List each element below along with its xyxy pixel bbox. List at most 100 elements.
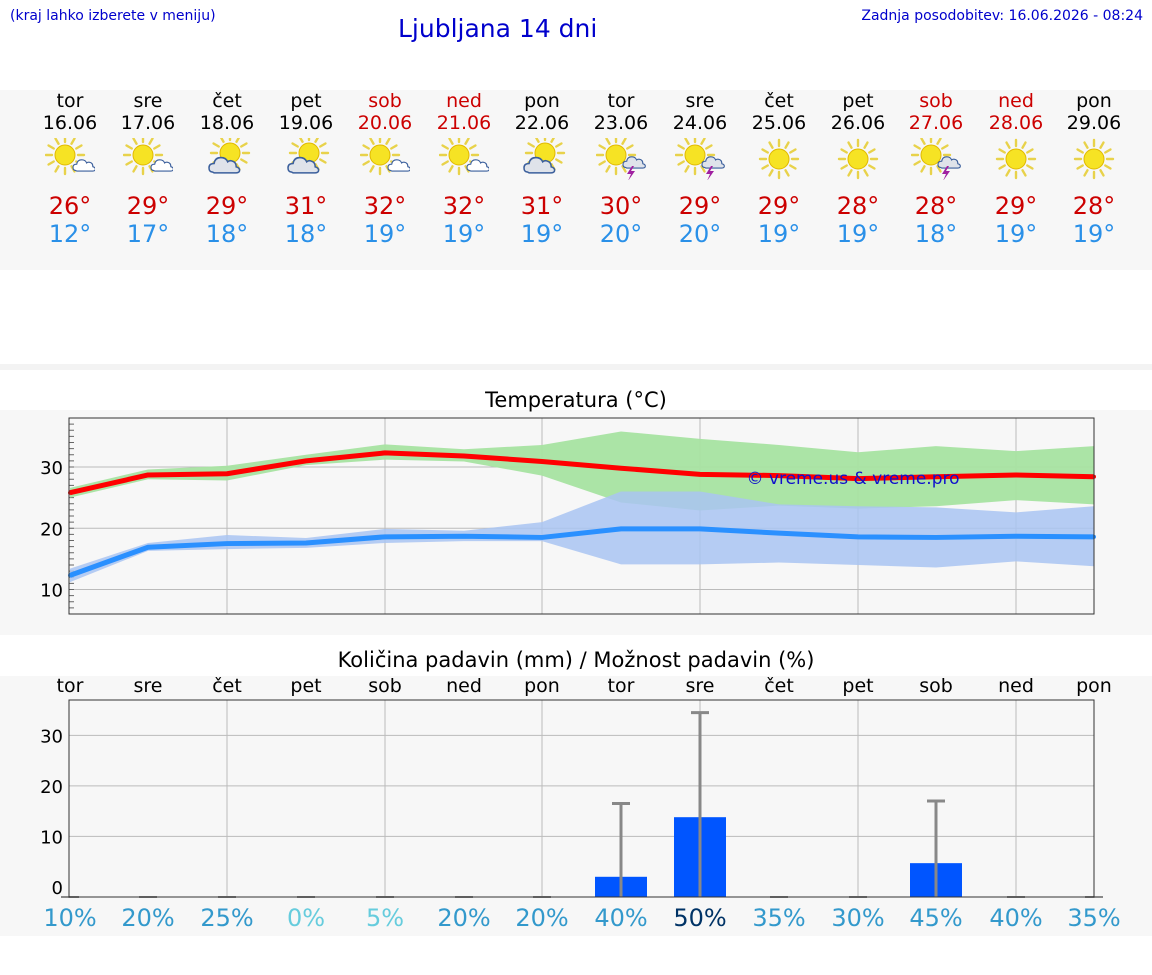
min-temperature: 18°: [205, 220, 249, 248]
min-temperature: 19°: [442, 220, 486, 248]
day-date: 16.06: [42, 112, 98, 134]
day-column: pon 29.06 28° 19°: [1054, 90, 1134, 248]
precipitation-chance: 40%: [594, 904, 648, 932]
min-temperature-point: [934, 535, 938, 540]
day-date: 24.06: [672, 112, 728, 134]
max-temperature-point: [304, 458, 308, 463]
day-name: sre: [685, 90, 715, 112]
day-name: ned: [446, 90, 482, 112]
sun-cloud-icon: [360, 138, 410, 176]
min-temperature: 19°: [836, 220, 880, 248]
min-temperature: 18°: [914, 220, 958, 248]
max-temperature-band: [70, 431, 1094, 511]
day-column: tor 23.06 30° 20°: [581, 90, 661, 248]
max-temperature-line: [69, 450, 1095, 496]
min-temperature: 19°: [1072, 220, 1116, 248]
day-name: čet: [764, 90, 794, 112]
temperature-chart-title: Temperatura (°C): [485, 388, 667, 412]
precipitation-chance: 35%: [1067, 904, 1121, 932]
precipitation-chance: 5%: [365, 904, 405, 932]
y-tick-label: 20: [40, 519, 63, 540]
min-temperature: 19°: [363, 220, 407, 248]
day-column: sob 27.06 28° 18°: [896, 90, 976, 248]
precipitation-chance: 20%: [515, 904, 569, 932]
sun-icon: [995, 138, 1037, 180]
day-date: 26.06: [830, 112, 886, 134]
max-temperature-point: [225, 471, 229, 476]
min-temperature-point: [619, 526, 623, 531]
max-temperature: 32°: [363, 192, 407, 220]
min-temperature: 19°: [757, 220, 801, 248]
x-tick-label: tor: [56, 675, 84, 697]
day-date: 28.06: [988, 112, 1044, 134]
day-date: 20.06: [357, 112, 413, 134]
max-temperature: 28°: [914, 192, 958, 220]
precipitation-chance: 30%: [831, 904, 885, 932]
min-temperature: 19°: [520, 220, 564, 248]
min-temperature: 12°: [48, 220, 92, 248]
forecast-strip: [0, 90, 1152, 270]
x-tick-label: pon: [1076, 675, 1112, 697]
min-temperature-point: [777, 531, 781, 536]
max-temperature: 30°: [599, 192, 643, 220]
day-name: sob: [368, 90, 402, 112]
day-date: 17.06: [120, 112, 176, 134]
divider: [0, 364, 1152, 370]
x-tick-label: sob: [919, 675, 953, 697]
y-tick-label: 30: [40, 726, 63, 747]
max-temperature: 29°: [994, 192, 1038, 220]
day-column: pon 22.06 31° 19°: [502, 90, 582, 248]
x-tick-label: čet: [764, 675, 794, 697]
x-tick-label: pet: [290, 675, 322, 697]
day-date: 22.06: [514, 112, 570, 134]
watermark: © vreme.us & vreme.pro: [746, 469, 959, 489]
y-tick-label: 30: [40, 458, 63, 479]
max-temperature: 28°: [1072, 192, 1116, 220]
x-tick-label: ned: [998, 675, 1034, 697]
max-temperature: 29°: [126, 192, 170, 220]
day-column: sre 24.06 29° 20°: [660, 90, 740, 248]
max-temperature: 31°: [520, 192, 564, 220]
x-tick-label: pon: [524, 675, 560, 697]
max-temperature: 29°: [757, 192, 801, 220]
plot-frame: [68, 417, 1095, 615]
precipitation-chance: 40%: [989, 904, 1043, 932]
precipitation-chart-title: Količina padavin (mm) / Možnost padavin …: [337, 648, 815, 672]
location-hint: (kraj lahko izberete v meniju): [10, 8, 216, 24]
y-tick-label: 20: [40, 777, 63, 798]
x-tick-label: sre: [685, 675, 715, 697]
day-date: 21.06: [436, 112, 492, 134]
min-temperature-point: [856, 534, 860, 539]
cloud-sun-icon: [287, 138, 330, 174]
sun-thunderstorm-icon: [596, 138, 646, 180]
day-name: sob: [919, 90, 953, 112]
sun-icon: [837, 138, 879, 180]
max-temperature-point: [540, 459, 544, 464]
min-temperature-point: [698, 526, 702, 531]
x-tick-label: tor: [607, 675, 635, 697]
day-column: pet 26.06 28° 19°: [818, 90, 898, 248]
day-date: 23.06: [593, 112, 649, 134]
max-temperature: 29°: [678, 192, 722, 220]
sun-cloud-icon: [439, 138, 489, 176]
min-temperature-line: [69, 526, 1095, 578]
y-tick-label: 0: [52, 878, 63, 899]
day-column: tor 16.06 26° 12°: [30, 90, 110, 248]
max-temperature: 31°: [284, 192, 328, 220]
day-column: sob 20.06 32° 19°: [345, 90, 425, 248]
max-temperature-point: [462, 453, 466, 458]
precipitation-chance: 45%: [909, 904, 963, 932]
page-title: Ljubljana 14 dni: [398, 14, 598, 43]
day-date: 27.06: [908, 112, 964, 134]
min-temperature-point: [304, 540, 308, 545]
max-temperature-point: [698, 472, 702, 477]
day-name: pon: [524, 90, 560, 112]
precipitation-chance: 20%: [437, 904, 491, 932]
min-temperature: 17°: [126, 220, 170, 248]
min-temperature: 18°: [284, 220, 328, 248]
day-column: čet 18.06 29° 18°: [187, 90, 267, 248]
max-temperature-point: [934, 474, 938, 479]
day-date: 19.06: [278, 112, 334, 134]
day-name: čet: [212, 90, 242, 112]
day-name: tor: [56, 90, 84, 112]
